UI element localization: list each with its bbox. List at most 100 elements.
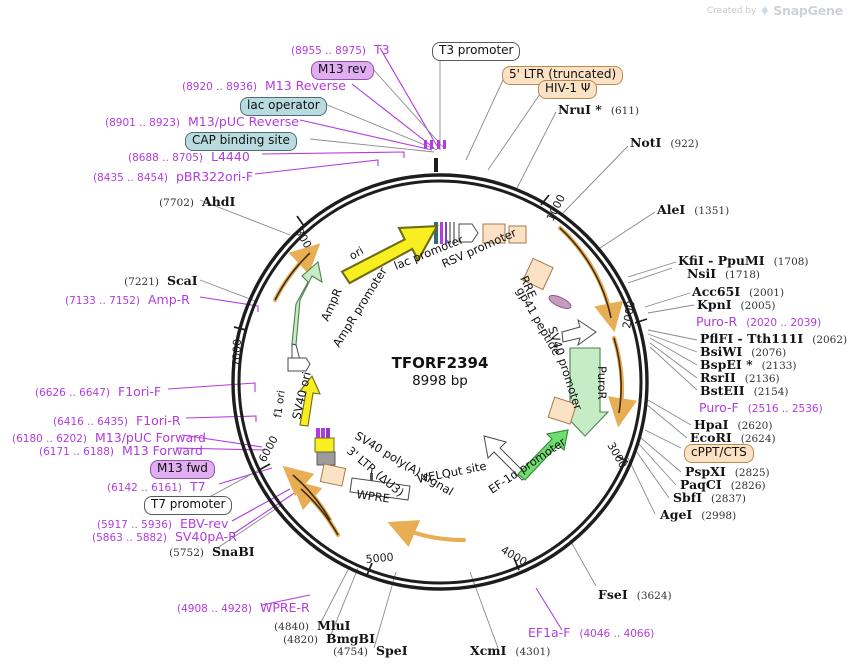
svg-text:5000: 5000 [365,551,394,566]
enzyme-bsiwi[interactable]: BsiWI [700,344,743,359]
enzyme-alei[interactable]: AleI [657,202,686,217]
svg-text:2000: 2000 [620,300,638,330]
restriction-site-cluster-top[interactable] [424,140,446,172]
feature-blocks-rsv[interactable] [434,222,573,311]
enzyme-kpni[interactable]: KpnI [697,297,732,312]
primer-puro-r[interactable]: Puro-R [696,314,738,329]
position-nrui: (611) [610,105,640,117]
position-mlui: (4840) [274,621,309,633]
snapgene-watermark: Created by ♦ SnapGene [707,3,843,18]
primer-wpre-r[interactable]: WPRE-R [260,600,310,615]
feature-capsule-t3-promoter[interactable]: T3 promoter [432,42,521,61]
primer-m13-puc-forward[interactable]: M13/pUC Forward [95,430,206,445]
enzyme-agei[interactable]: AgeI [660,507,693,522]
enzyme-scai[interactable]: ScaI [167,273,198,288]
enzyme-ecori[interactable]: EcoRI [690,430,732,445]
position-pbr322ori-f: (8435 .. 8454) [93,172,168,184]
primer-m13-forward[interactable]: M13 Forward [122,443,203,458]
enzyme-bmgbi[interactable]: BmgBI [326,631,375,646]
feature-stack-left-bottom[interactable] [314,428,347,487]
feature-capsule-cap-binding[interactable]: CAP binding site [185,132,297,151]
enzyme-bspei[interactable]: BspEI * [700,357,753,372]
direction-arcs-inner-stroke [274,227,622,536]
position-m13-puc-reverse: (8901 .. 8923) [105,117,180,129]
enzyme-spei[interactable]: SpeI [376,643,408,658]
primer-sv40pa-r[interactable]: SV40pA-R [175,529,237,544]
position-acc65i: (2001) [749,287,785,299]
enzyme-fsei[interactable]: FseI [598,587,628,602]
feature-capsule-lac-operator[interactable]: lac operator [240,97,327,116]
feature-capsule-t7-promoter[interactable]: T7 promoter [144,496,233,515]
leader-lines-enzyme [199,56,698,649]
primer-amp-r[interactable]: Amp-R [148,292,190,307]
position-pflfi-tth111i: (2062) [812,334,848,346]
position-sbfi: (2837) [711,493,746,505]
primer-f1ori-f[interactable]: F1ori-F [118,384,162,399]
enzyme-rsrii[interactable]: RsrII [700,370,736,385]
snapgene-drop-icon: ♦ [759,3,771,18]
enzyme-xcmi[interactable]: XcmI [470,643,507,658]
primer-t7[interactable]: T7 [190,479,206,494]
position-t7: (6142 .. 6161) [107,482,182,494]
arc-label-f1ori: f1 ori [272,390,288,419]
primer-l4440[interactable]: L4440 [211,149,250,164]
enzyme-nsii[interactable]: NsiI [687,266,717,281]
primer-ebv-rev[interactable]: EBV-rev [180,516,229,531]
arc-label-ori: ori [347,244,366,262]
primer-t3[interactable]: T3 [374,42,390,57]
feature-capsule-hiv1-psi[interactable]: HIV-1 Ψ [538,80,598,99]
position-paqci: (2826) [730,480,766,492]
position-ahdi: (7702) [159,197,194,209]
svg-text:4000: 4000 [499,543,530,568]
position-ef1a-f: (4046 .. 4066) [579,628,655,640]
position-snabi: (5752) [169,547,204,559]
enzyme-snabi[interactable]: SnaBI [212,544,255,559]
feature-ef1a-promoter[interactable] [483,429,569,481]
position-bmgbi: (4820) [283,634,318,646]
enzyme-acc65i[interactable]: Acc65I [692,284,741,299]
feature-capsule-m13-fwd[interactable]: M13 fwd [150,460,215,479]
position-fsei: (3624) [636,590,672,602]
position-m13-puc-forward: (6180 .. 6202) [12,433,87,445]
position-agei: (2998) [701,510,737,522]
feature-welqut-tick[interactable] [370,473,373,487]
enzyme-mlui[interactable]: MluI [317,618,351,633]
enzyme-bstEII[interactable]: BstEII [700,383,745,398]
enzyme-paqci[interactable]: PaqCI [680,477,722,492]
feature-ampr-arrow[interactable] [291,260,323,361]
enzyme-pspxi[interactable]: PspXI [685,464,726,479]
position-puro-r: (2020 .. 2039) [746,317,822,329]
position-f1ori-r: (6416 .. 6435) [53,416,128,428]
primer-puro-f[interactable]: Puro-F [699,400,739,415]
feature-wpre[interactable] [349,477,411,501]
primer-m13-reverse[interactable]: M13 Reverse [265,78,346,93]
feature-sv40-promoter[interactable] [561,318,597,347]
enzyme-hpai[interactable]: HpaI [694,417,729,432]
position-noti: (922) [670,138,699,150]
enzyme-noti[interactable]: NotI [630,135,662,150]
position-hpai: (2620) [737,420,773,432]
position-wpre-r: (4908 .. 4928) [177,603,252,615]
feature-ori-arrow[interactable] [340,224,439,285]
feature-f1ori-arrow[interactable] [298,374,321,427]
primer-ef1a-f[interactable]: EF1a-F [528,625,571,640]
primer-f1ori-r[interactable]: F1ori-R [136,413,181,428]
position-f1ori-f: (6626 .. 6647) [35,387,110,399]
position-ebv-rev: (5917 .. 5936) [97,519,172,531]
enzyme-nrui[interactable]: NruI * [558,102,602,117]
primer-pbr322ori-f[interactable]: pBR322ori-F [176,169,254,184]
feature-capsule-m13-rev[interactable]: M13 rev [311,61,374,80]
enzyme-ahdi[interactable]: AhdI [202,194,236,209]
position-scai: (7221) [124,276,159,288]
enzyme-sbfi[interactable]: SbfI [673,490,702,505]
enzyme-kfli-ppumi[interactable]: KfiI - PpuMI [678,253,765,268]
enzyme-pflfi-tth111i[interactable]: PflFI - Tth111I [700,331,804,346]
position-puro-f: (2516 .. 2536) [747,403,823,415]
position-kfli-ppumi: (1708) [773,256,809,268]
feature-tan-block-right[interactable] [547,396,578,425]
feature-ampr-promoter[interactable] [287,357,311,372]
backbone-outer-circle [231,173,649,591]
primer-m13-puc-reverse[interactable]: M13/pUC Reverse [188,114,299,129]
feature-capsule-cppt-cts[interactable]: cPPT/CTS [684,444,754,463]
